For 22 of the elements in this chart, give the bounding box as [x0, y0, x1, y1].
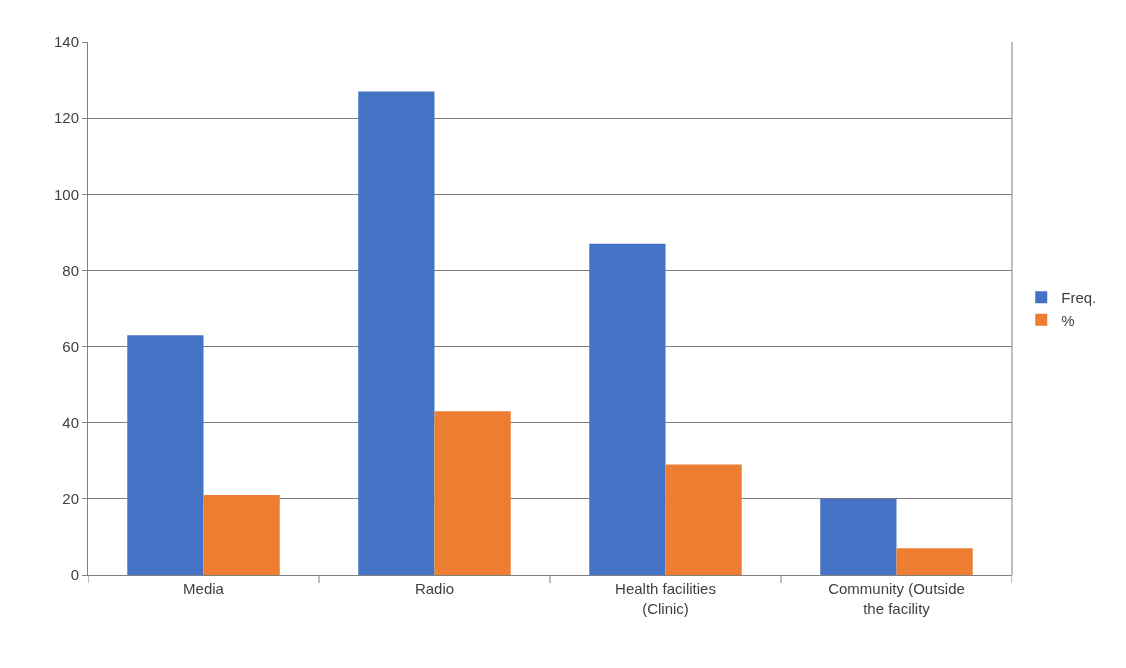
- y-tick-label: 60: [62, 337, 79, 355]
- bar: [896, 548, 973, 575]
- bar: [589, 243, 666, 575]
- y-tick-label: 120: [53, 109, 79, 127]
- bar: [203, 495, 280, 575]
- bar: [820, 498, 897, 575]
- bar: [358, 91, 435, 575]
- y-tick-label: 0: [70, 566, 79, 584]
- x-tick-label: Radio: [414, 580, 455, 597]
- y-tick-label: 20: [62, 490, 79, 508]
- y-tick-label: 100: [53, 185, 79, 203]
- x-tick-label: Community (Outside the facility: [828, 580, 965, 617]
- legend-label: %: [1061, 311, 1075, 329]
- y-tick-label: 40: [62, 413, 79, 431]
- y-tick-label: 80: [62, 261, 79, 279]
- legend-label: Freq.: [1061, 289, 1097, 307]
- x-tick-label: Media: [183, 580, 225, 597]
- bar: [127, 335, 204, 575]
- bar: [665, 464, 742, 575]
- x-tick-label: Health facilities (Clinic): [615, 580, 716, 617]
- y-tick-label: 140: [53, 33, 79, 51]
- bar: [434, 411, 511, 575]
